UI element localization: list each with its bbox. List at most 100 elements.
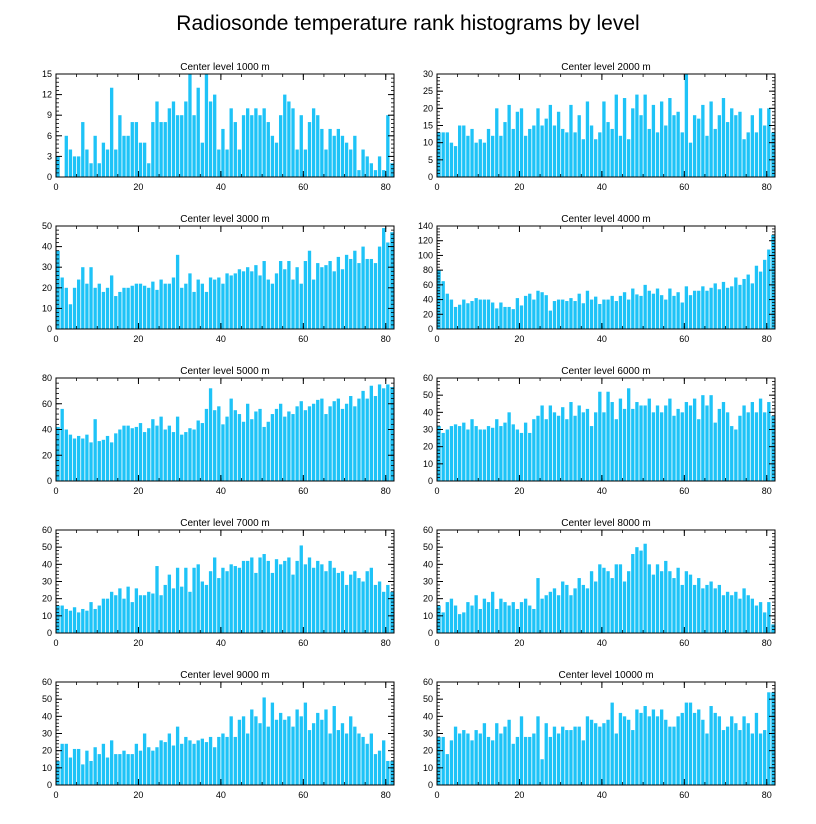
histogram-bar [676, 111, 680, 177]
panel-title: Center level 5000 m [180, 366, 270, 377]
histogram-bar [647, 564, 651, 633]
histogram-bar [147, 163, 151, 177]
histogram-bar [680, 712, 684, 785]
histogram-bar [213, 410, 217, 481]
histogram-bar [573, 301, 577, 329]
histogram-bar [490, 302, 495, 329]
histogram-bar [105, 287, 110, 329]
histogram-bar [250, 271, 254, 329]
histogram-bar [81, 438, 85, 481]
histogram-bar [610, 128, 614, 177]
histogram-bar [598, 726, 602, 785]
histogram-bar [200, 423, 204, 481]
histogram-bar [163, 742, 167, 785]
histogram-bar [60, 277, 64, 329]
histogram-bar [56, 760, 60, 785]
histogram-bar [462, 299, 466, 329]
histogram-bar [536, 578, 540, 633]
histogram-bar [771, 132, 775, 177]
histogram-bar [303, 261, 308, 329]
histogram-bar [721, 98, 726, 177]
histogram-bar [767, 249, 771, 329]
histogram-bar [167, 425, 172, 481]
histogram-bar [635, 402, 639, 481]
histogram-bar [458, 304, 462, 329]
x-tick-label: 20 [514, 182, 524, 192]
x-tick-label: 60 [679, 790, 689, 800]
histogram-bar [631, 730, 635, 785]
histogram-bar [627, 719, 631, 785]
histogram-bar [204, 291, 209, 329]
histogram-bar [462, 612, 466, 633]
histogram-bar [767, 692, 771, 785]
histogram-bar [705, 733, 709, 785]
histogram-bar [328, 733, 332, 785]
histogram-bar [81, 122, 85, 177]
histogram-bar [742, 716, 746, 785]
x-tick-label: 0 [53, 334, 58, 344]
histogram-bar [692, 115, 697, 177]
histogram-bar [229, 716, 233, 785]
histogram-bar [311, 279, 316, 329]
histogram-bar [655, 132, 660, 177]
histogram-bar [167, 574, 172, 633]
histogram-bar [283, 269, 287, 329]
histogram-bar [155, 747, 159, 785]
histogram-bar [767, 108, 771, 177]
histogram-bar [437, 132, 441, 177]
histogram-bar [627, 139, 631, 177]
histogram-bar [85, 750, 89, 785]
y-tick-label: 40 [423, 407, 433, 417]
histogram-bar [369, 385, 373, 481]
histogram-bar [134, 743, 139, 785]
y-tick-label: 30 [423, 425, 433, 435]
histogram-bar [258, 115, 262, 177]
panel-title: Center level 3000 m [180, 214, 270, 225]
histogram-bar [324, 414, 328, 481]
y-tick-label: 100 [418, 250, 433, 260]
histogram-bar [134, 122, 139, 177]
histogram-bar [180, 434, 184, 481]
histogram-bar [672, 295, 676, 329]
histogram-bar [458, 614, 462, 633]
histogram-bar [357, 170, 361, 177]
histogram-bar [266, 560, 270, 633]
panel-title: Center level 4000 m [561, 214, 651, 225]
histogram-bar [754, 605, 759, 633]
histogram-bar [192, 567, 196, 633]
histogram-bar [68, 149, 73, 177]
x-tick-label: 20 [514, 486, 524, 496]
histogram-bar [159, 740, 163, 785]
histogram-bar [515, 429, 520, 481]
histogram-bar [266, 421, 270, 481]
histogram-bar [274, 273, 279, 329]
histogram-bar [369, 567, 373, 633]
histogram-bar [536, 108, 540, 177]
histogram-bar [746, 132, 750, 177]
histogram-bar [540, 292, 544, 329]
histogram-bar [138, 595, 143, 633]
histogram-bar [192, 743, 196, 785]
histogram-bar [458, 426, 462, 481]
histogram-bar [196, 87, 200, 177]
histogram-bar [523, 295, 528, 329]
y-tick-label: 15 [42, 69, 52, 79]
histogram-bar [142, 595, 147, 633]
histogram-bar [763, 612, 767, 633]
histogram-bar [332, 135, 336, 177]
panel-title: Center level 6000 m [561, 366, 651, 377]
histogram-bar [283, 719, 287, 785]
histogram-bar [89, 267, 93, 329]
x-tick-label: 20 [133, 334, 143, 344]
histogram-bar [353, 726, 357, 785]
histogram-bar [97, 754, 101, 785]
histogram-bar [643, 405, 647, 481]
histogram-bar [664, 560, 668, 633]
histogram-bar [262, 426, 266, 481]
histogram-bar [217, 736, 221, 785]
histogram-bar [532, 608, 536, 633]
histogram-bar [151, 281, 155, 329]
x-tick-label: 60 [679, 638, 689, 648]
y-tick-label: 50 [423, 694, 433, 704]
histogram-bar [561, 299, 565, 329]
